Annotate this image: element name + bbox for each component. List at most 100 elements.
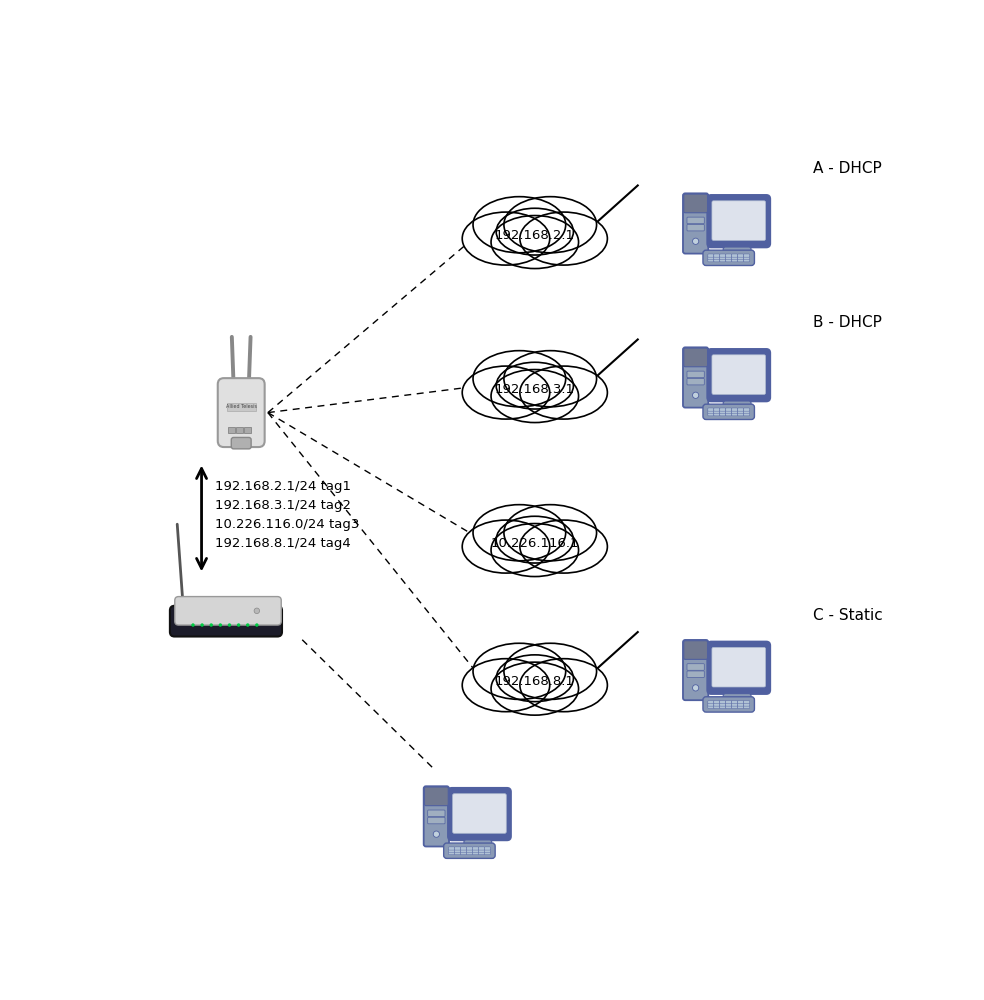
FancyBboxPatch shape [687, 671, 705, 678]
FancyBboxPatch shape [707, 410, 714, 414]
FancyBboxPatch shape [687, 664, 705, 670]
FancyBboxPatch shape [726, 256, 732, 260]
FancyBboxPatch shape [478, 852, 484, 855]
FancyBboxPatch shape [687, 224, 705, 231]
FancyBboxPatch shape [726, 254, 732, 257]
FancyBboxPatch shape [713, 259, 720, 262]
FancyBboxPatch shape [713, 701, 720, 704]
Circle shape [246, 623, 249, 627]
Ellipse shape [496, 208, 574, 255]
Text: 192.168.3.1: 192.168.3.1 [495, 383, 575, 396]
Ellipse shape [520, 520, 607, 573]
FancyBboxPatch shape [744, 408, 750, 411]
FancyBboxPatch shape [707, 195, 770, 247]
Text: 192.168.8.1: 192.168.8.1 [495, 675, 575, 688]
Circle shape [693, 238, 699, 244]
FancyBboxPatch shape [455, 852, 461, 855]
FancyBboxPatch shape [684, 641, 707, 659]
FancyBboxPatch shape [713, 413, 720, 416]
FancyBboxPatch shape [684, 194, 707, 213]
Ellipse shape [473, 643, 566, 699]
FancyBboxPatch shape [744, 701, 750, 704]
FancyBboxPatch shape [484, 852, 490, 855]
FancyBboxPatch shape [449, 847, 455, 850]
FancyBboxPatch shape [719, 410, 726, 414]
FancyBboxPatch shape [723, 694, 751, 702]
FancyBboxPatch shape [448, 788, 511, 840]
Ellipse shape [496, 516, 574, 563]
Ellipse shape [520, 659, 607, 712]
Circle shape [254, 608, 260, 614]
FancyBboxPatch shape [449, 849, 455, 852]
FancyBboxPatch shape [455, 849, 461, 852]
Text: 192.168.2.1: 192.168.2.1 [495, 229, 575, 242]
FancyBboxPatch shape [687, 371, 705, 378]
FancyBboxPatch shape [723, 247, 751, 255]
FancyBboxPatch shape [744, 413, 750, 416]
FancyBboxPatch shape [424, 786, 449, 846]
FancyBboxPatch shape [713, 254, 720, 257]
FancyBboxPatch shape [713, 410, 720, 414]
Ellipse shape [462, 520, 550, 573]
FancyBboxPatch shape [472, 849, 478, 852]
FancyBboxPatch shape [719, 256, 726, 260]
FancyBboxPatch shape [732, 413, 738, 416]
FancyBboxPatch shape [707, 642, 770, 694]
FancyBboxPatch shape [707, 703, 714, 706]
Ellipse shape [504, 505, 596, 561]
Text: C - Static: C - Static [813, 608, 883, 623]
FancyBboxPatch shape [713, 256, 720, 260]
FancyBboxPatch shape [236, 427, 243, 433]
Ellipse shape [520, 212, 607, 265]
FancyBboxPatch shape [478, 847, 484, 850]
FancyBboxPatch shape [687, 217, 705, 224]
Ellipse shape [491, 524, 579, 577]
FancyBboxPatch shape [732, 705, 738, 708]
Circle shape [693, 392, 699, 398]
FancyBboxPatch shape [713, 705, 720, 708]
FancyBboxPatch shape [244, 427, 251, 433]
FancyBboxPatch shape [732, 703, 738, 706]
Circle shape [693, 685, 699, 691]
FancyBboxPatch shape [687, 378, 705, 385]
Ellipse shape [496, 362, 574, 409]
FancyBboxPatch shape [466, 847, 472, 850]
FancyBboxPatch shape [683, 193, 708, 254]
FancyBboxPatch shape [738, 410, 744, 414]
Ellipse shape [473, 505, 566, 561]
Ellipse shape [504, 351, 596, 407]
FancyBboxPatch shape [712, 647, 766, 687]
FancyBboxPatch shape [738, 256, 744, 260]
FancyBboxPatch shape [719, 701, 726, 704]
FancyBboxPatch shape [744, 254, 750, 257]
FancyBboxPatch shape [738, 701, 744, 704]
FancyBboxPatch shape [707, 349, 770, 401]
Circle shape [210, 623, 213, 627]
Ellipse shape [473, 351, 566, 407]
Ellipse shape [491, 216, 579, 269]
FancyBboxPatch shape [453, 794, 506, 833]
Text: 10.226.116.1: 10.226.116.1 [491, 537, 579, 550]
FancyBboxPatch shape [726, 408, 732, 411]
FancyBboxPatch shape [703, 250, 755, 265]
FancyBboxPatch shape [175, 597, 281, 625]
FancyBboxPatch shape [478, 849, 484, 852]
FancyBboxPatch shape [738, 259, 744, 262]
FancyBboxPatch shape [461, 852, 466, 855]
FancyBboxPatch shape [732, 410, 738, 414]
FancyBboxPatch shape [226, 403, 256, 411]
FancyBboxPatch shape [707, 701, 714, 704]
FancyBboxPatch shape [732, 254, 738, 257]
FancyBboxPatch shape [455, 847, 461, 850]
FancyBboxPatch shape [719, 703, 726, 706]
Ellipse shape [504, 197, 596, 253]
Ellipse shape [496, 655, 574, 702]
Text: A - DHCP: A - DHCP [813, 161, 882, 176]
FancyBboxPatch shape [713, 408, 720, 411]
FancyBboxPatch shape [449, 852, 455, 855]
FancyBboxPatch shape [726, 705, 732, 708]
Circle shape [237, 623, 240, 627]
FancyBboxPatch shape [713, 703, 720, 706]
FancyBboxPatch shape [217, 378, 265, 447]
FancyBboxPatch shape [712, 201, 766, 240]
